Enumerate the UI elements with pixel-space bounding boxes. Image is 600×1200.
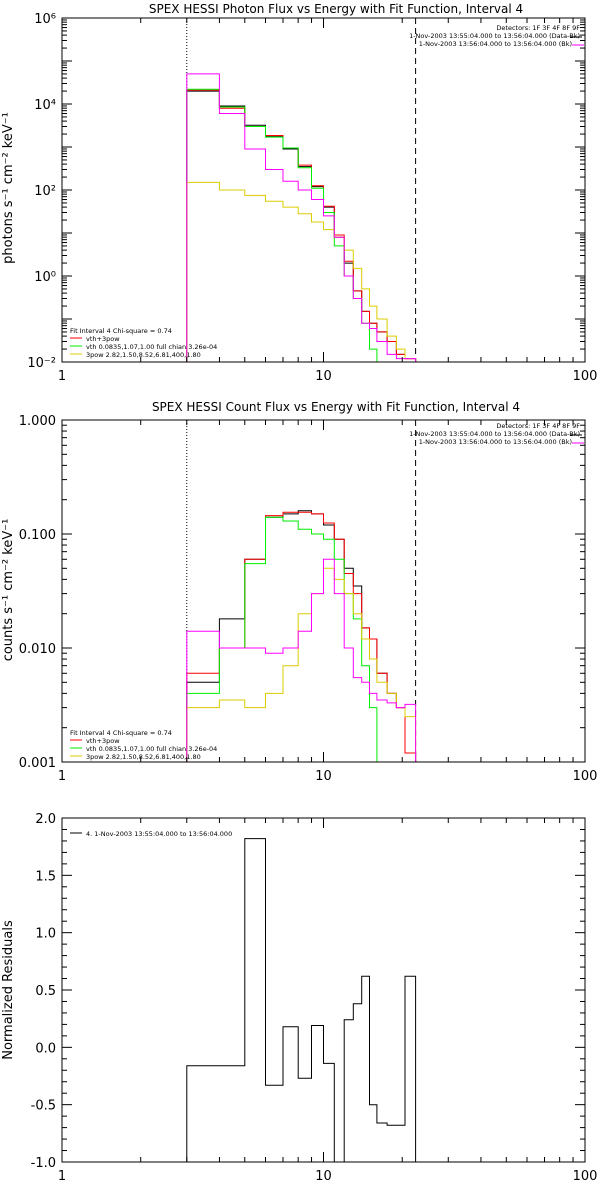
photon-flux-ylabel: photons s⁻¹ cm⁻² keV⁻¹ <box>1 112 16 264</box>
count-flux-y-tick-label: 0.001 <box>19 756 56 771</box>
count-flux-legend-label: vth+3pow <box>86 737 120 745</box>
photon-flux-legend-label: vth+3pow <box>86 335 120 343</box>
photon-flux-series-3 <box>186 181 417 362</box>
residuals-series-0 <box>186 838 417 1163</box>
photon-flux-detectors: Detectors: 1F 3F 4F 8F 9F <box>496 24 580 32</box>
count-flux-interval-label: 1-Nov-2003 13:55:04.000 to 13:56:04.000 … <box>409 430 580 438</box>
photon-flux-series-0 <box>186 90 417 362</box>
residuals-y-tick-label: 1.0 <box>35 927 56 942</box>
photon-flux-series-4 <box>186 73 417 362</box>
photon-flux-series-1 <box>186 89 417 362</box>
photon-flux-x-tick-label: 100 <box>573 369 598 384</box>
count-flux-x-tick-label: 10 <box>315 769 332 784</box>
photon-flux-legend-label: 3pow 2.82,1.50,8.52,6.81,400,1.80 <box>86 351 201 359</box>
residuals-x-tick-label: 10 <box>315 1169 332 1184</box>
count-flux-legend-label: 3pow 2.82,1.50,8.52,6.81,400,1.80 <box>86 753 201 761</box>
count-flux-panel: SPEX HESSI Count Flux vs Energy with Fit… <box>1 400 597 784</box>
residuals-y-tick-label: 0.5 <box>35 984 56 999</box>
photon-flux-title: SPEX HESSI Photon Flux vs Energy with Fi… <box>149 2 523 16</box>
count-flux-series-1 <box>186 511 417 762</box>
count-flux-series-4 <box>186 558 417 762</box>
photon-flux-y-tick-label: 10⁰ <box>34 270 56 285</box>
photon-flux-y-tick-label: 10⁴ <box>34 98 56 113</box>
count-flux-bk-label: 1-Nov-2003 13:56:04.000 to 13:56:04.000 … <box>419 438 572 446</box>
residuals-y-tick-label: 2.0 <box>35 812 56 827</box>
count-flux-y-tick-label: 0.010 <box>19 642 56 657</box>
count-flux-legend-label: vth 0.0835,1.07,1.00 full chian 3.26e-04 <box>86 745 217 753</box>
photon-flux-x-tick-label: 10 <box>315 369 332 384</box>
residuals-panel: Normalized Residuals 4. 1-Nov-2003 13:55… <box>1 812 597 1184</box>
photon-flux-bk-label: 1-Nov-2003 13:56:04.000 to 13:56:04.000 … <box>419 40 572 48</box>
photon-flux-y-tick-label: 10² <box>34 184 56 199</box>
residuals-legend-label: 4. 1-Nov-2003 13:55:04.000 to 13:56:04.0… <box>86 830 232 838</box>
photon-flux-series-2 <box>186 88 416 363</box>
photon-flux-fit-label: Fit Interval 4 Chi-square = 0.74 <box>70 327 172 335</box>
photon-flux-y-tick-label: 10⁻² <box>27 356 56 371</box>
count-flux-detectors: Detectors: 1F 3F 4F 8F 9F <box>496 422 580 430</box>
photon-flux-interval-label: 1-Nov-2003 13:55:04.000 to 13:56:04.000 … <box>409 32 580 40</box>
residuals-plot-frame <box>61 817 586 1163</box>
count-flux-title: SPEX HESSI Count Flux vs Energy with Fit… <box>152 400 520 414</box>
residuals-x-tick-label: 1 <box>58 1169 66 1184</box>
residuals-ylabel: Normalized Residuals <box>1 920 16 1060</box>
residuals-y-tick-label: 1.5 <box>35 869 56 884</box>
count-flux-y-tick-label: 1.000 <box>19 414 56 429</box>
residuals-y-tick-label: 0.0 <box>35 1041 56 1056</box>
count-flux-x-tick-label: 100 <box>573 769 598 784</box>
residuals-y-tick-label: -1.0 <box>31 1156 56 1171</box>
count-flux-y-tick-label: 0.100 <box>19 528 56 543</box>
residuals-x-tick-label: 100 <box>573 1169 598 1184</box>
count-flux-series-2 <box>186 516 416 763</box>
photon-flux-panel: SPEX HESSI Photon Flux vs Energy with Fi… <box>1 2 597 384</box>
count-flux-x-tick-label: 1 <box>58 769 66 784</box>
count-flux-fit-label: Fit Interval 4 Chi-square = 0.74 <box>70 729 172 737</box>
count-flux-ylabel: counts s⁻¹ cm⁻² keV⁻¹ <box>1 519 16 662</box>
photon-flux-legend-label: vth 0.0835,1.07,1.00 full chian 3.26e-04 <box>86 343 217 351</box>
count-flux-series-3 <box>186 567 417 762</box>
residuals-y-tick-label: -0.5 <box>31 1099 56 1114</box>
photon-flux-x-tick-label: 1 <box>58 369 66 384</box>
photon-flux-y-tick-label: 10⁶ <box>34 12 56 27</box>
count-flux-series-0 <box>186 510 417 762</box>
